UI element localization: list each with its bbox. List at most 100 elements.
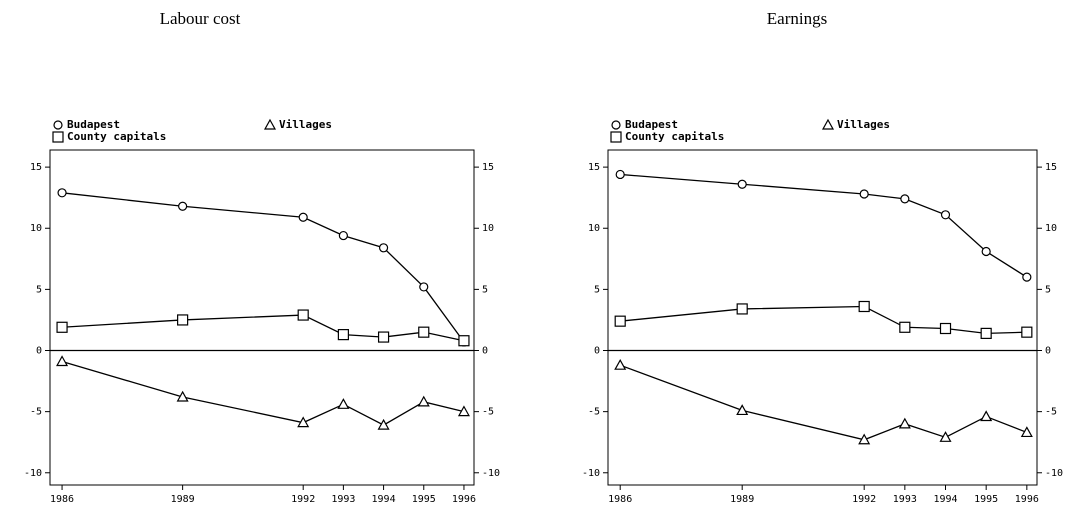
x-tick-label: 1986 [608,494,632,505]
y2-tick-label: 10 [482,223,494,234]
marker-triangle [377,418,390,430]
marker-triangle [417,395,430,407]
marker-square [1021,326,1033,338]
y-tick-label: -10 [24,468,42,479]
y2-tick-label: 5 [482,284,488,295]
x-tick-label: 1992 [291,494,315,505]
y2-tick-label: 0 [1045,346,1051,357]
y2-tick-label: 5 [1045,284,1051,295]
y-tick-label: -10 [582,468,600,479]
marker-circle [940,210,951,220]
x-tick-label: 1992 [852,494,876,505]
y-tick-label: 10 [588,223,600,234]
y2-tick-label: 15 [482,162,494,173]
marker-circle [1022,272,1032,282]
marker-square [56,321,68,333]
series-line [62,314,465,342]
marker-square [899,321,911,333]
marker-square [858,300,870,313]
marker-square [736,303,748,315]
marker-square [177,314,189,326]
legend-marker [610,131,622,143]
y2-tick-label: -10 [482,468,500,479]
marker-circle [981,246,991,257]
marker-square [377,331,390,343]
y2-tick-label: -5 [482,407,494,418]
x-tick-label: 1995 [974,494,998,505]
legend-marker [52,131,64,143]
plot-frame [607,149,1038,486]
x-tick-label: 1996 [452,494,476,505]
x-tick-label: 1995 [412,494,436,505]
y-tick-label: 5 [36,284,42,295]
marker-triangle [980,410,993,422]
chart-title: Earnings [767,9,827,28]
series-line [620,305,1027,335]
y-tick-label: -5 [588,407,600,418]
legend-label: County capitals [625,130,724,143]
marker-triangle [939,431,952,442]
marker-circle [615,169,625,180]
marker-triangle [297,416,310,428]
x-tick-label: 1996 [1015,494,1039,505]
marker-circle [378,243,389,253]
marker-circle [298,212,308,222]
y2-tick-label: 0 [482,346,488,357]
marker-square [418,326,430,338]
y-tick-label: 5 [594,284,600,295]
y-tick-label: 15 [588,162,600,173]
legend-marker [263,118,277,130]
y-tick-label: 15 [30,162,42,173]
x-tick-label: 1989 [171,494,195,505]
chart-title: Labour cost [160,9,241,28]
marker-square [939,322,952,335]
marker-triangle [858,433,871,445]
y-tick-label: 10 [30,223,42,234]
y2-tick-label: -5 [1045,407,1057,418]
legend-marker [53,120,63,130]
marker-circle [900,194,910,204]
marker-triangle [337,398,350,409]
series-line [61,360,465,426]
x-tick-label: 1994 [372,494,396,505]
legend-label: Villages [837,118,890,131]
marker-circle [57,188,67,198]
y-tick-label: -5 [30,407,42,418]
legend-label: Budapest [67,118,120,131]
legend-label: Villages [279,118,332,131]
marker-square [458,335,470,347]
marker-triangle [898,417,911,429]
x-tick-label: 1989 [730,494,754,505]
marker-square [297,309,309,321]
y2-tick-label: -10 [1045,468,1063,479]
marker-triangle [1020,426,1033,438]
series-line [620,173,1028,278]
marker-triangle [56,355,69,367]
series-line [619,364,1028,441]
x-tick-label: 1993 [893,494,917,505]
plot-frame [49,149,475,486]
marker-circle [419,282,429,292]
marker-square [614,315,626,327]
x-tick-label: 1994 [933,494,957,505]
x-tick-label: 1986 [50,494,74,505]
marker-circle [178,201,188,211]
marker-circle [859,189,869,199]
marker-circle [338,230,348,241]
legend-label: Budapest [625,118,678,131]
marker-triangle [736,404,749,416]
y2-tick-label: 10 [1045,223,1057,234]
marker-square [980,327,992,339]
legend-label: County capitals [67,130,166,143]
y2-tick-label: 15 [1045,162,1057,173]
marker-triangle [176,390,189,402]
series-line [61,192,465,343]
marker-square [337,329,349,341]
marker-triangle [614,358,627,370]
marker-triangle [457,405,470,417]
legend-marker [611,120,621,130]
marker-circle [737,179,747,189]
y-tick-label: 0 [36,346,42,357]
x-tick-label: 1993 [331,494,355,505]
